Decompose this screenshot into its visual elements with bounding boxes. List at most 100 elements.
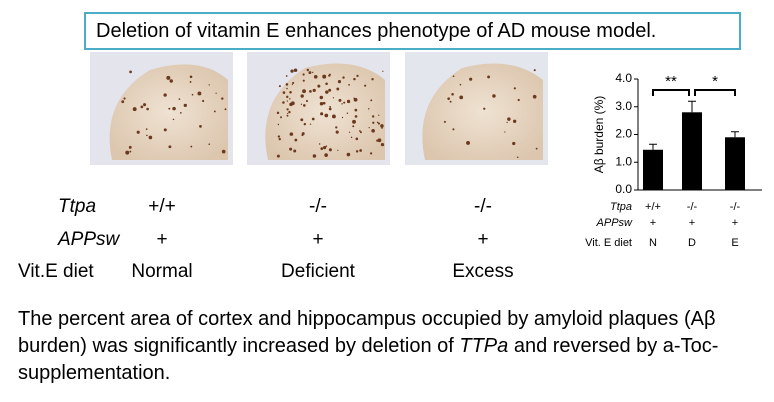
plaque-dot [136,130,140,134]
y-axis-label: Aβ burden (%) [592,96,606,174]
plaque-dot [286,114,289,117]
plaque-dot [300,103,303,105]
plaque-dot [277,135,281,138]
plaque-dot [145,128,148,130]
plaque-dot [294,138,298,142]
plaque-dot [335,126,338,129]
plaque-dot [359,130,361,132]
x-axis-label: Vit. E diet [585,237,632,249]
y-tick-label: 2.0 [615,127,632,141]
plaque-dot [322,74,327,79]
plaque-dot [512,119,517,123]
plaque-dot [285,83,289,86]
plaque-dot [301,132,305,136]
plaque-dot [289,147,293,151]
category-row-label: Ttpa [610,201,632,213]
y-tick-label: 4.0 [615,71,632,85]
plaque-dot [343,101,346,104]
plaque-dot [224,108,227,111]
x-tick-label: E [731,237,738,249]
significance-bracket [694,89,736,96]
y-tick-label: 3.0 [615,99,632,113]
plaque-dot [123,97,126,100]
plaque-dot [352,119,356,124]
plaque-dot [129,70,132,74]
plaque-dot [346,152,351,157]
plaque-dot [447,97,450,100]
plaque-dot [311,117,315,121]
row-value: + [156,229,167,250]
plaque-dot [190,145,193,148]
plaque-dot [221,149,226,154]
error-bar [688,100,696,113]
plaque-dot [213,110,216,113]
plaque-dot [325,82,328,86]
caption-gene: TTPa [459,335,509,357]
plaque-dot [369,152,373,155]
plaque-dot [348,131,351,133]
plaque-dot [355,150,359,153]
plaque-dot [289,91,292,94]
plaque-dot [449,100,452,103]
plaque-dot [317,84,321,88]
plaque-dot [288,110,291,114]
plaque-dot [341,103,343,105]
row-value: + [312,229,323,250]
row-value: -/- [474,196,492,217]
plaque-dot [319,95,324,100]
plaque-dot [278,137,281,141]
plaque-dot [342,76,345,79]
plaque-dot [305,99,309,103]
plaque-dot [132,107,137,112]
plaque-dot [308,71,312,75]
plaque-dot [322,101,326,105]
row-label: Vit.E diet [18,261,94,282]
plaque-dot [140,105,144,109]
plaque-dot [189,81,192,83]
plaque-dot [451,92,454,96]
category-row-value: + [650,217,656,229]
plaque-dot [355,137,359,141]
row-value: + [477,229,488,250]
error-bar [731,131,739,138]
plaque-dot [309,90,312,93]
plaque-dot [183,103,187,108]
category-row-value: + [732,217,738,229]
plaque-dot [309,123,312,125]
caption-text: and reversed by a-Toc-supplementation. [18,335,719,384]
plaque-dot [289,132,294,136]
plaque-dot [163,128,167,132]
brain-images [90,52,548,165]
plaque-dot [376,121,379,124]
plaque-dot [319,102,324,106]
bar [682,112,702,190]
plaque-dot [278,85,281,88]
plaque-dot [302,89,306,94]
plaque-dot [289,98,291,100]
plaque-dot [168,145,172,149]
category-row-value: -/- [730,201,741,213]
plaque-dot [280,116,283,119]
plaque-dot [517,98,520,102]
plaque-dot [285,75,288,77]
plaque-dot [371,115,375,118]
plaque-dot [367,108,370,110]
plaque-dot [143,103,147,107]
plaque-dot [377,122,381,125]
plaque-dot [512,141,516,146]
row-value: -/- [309,196,327,217]
plaque-dot [353,77,356,81]
category-row-value: + [689,217,695,229]
plaque-dot [535,147,538,150]
plaque-dot [172,118,175,121]
plaque-dot [371,78,374,81]
plaque-dot [381,127,383,129]
plaque-dot [290,69,294,73]
plaque-dot [368,126,370,129]
plaque-dot [286,87,288,90]
plaque-dot [380,124,384,128]
bar [725,137,745,190]
plaque-dot [215,92,217,94]
plaque-dot [364,84,367,87]
